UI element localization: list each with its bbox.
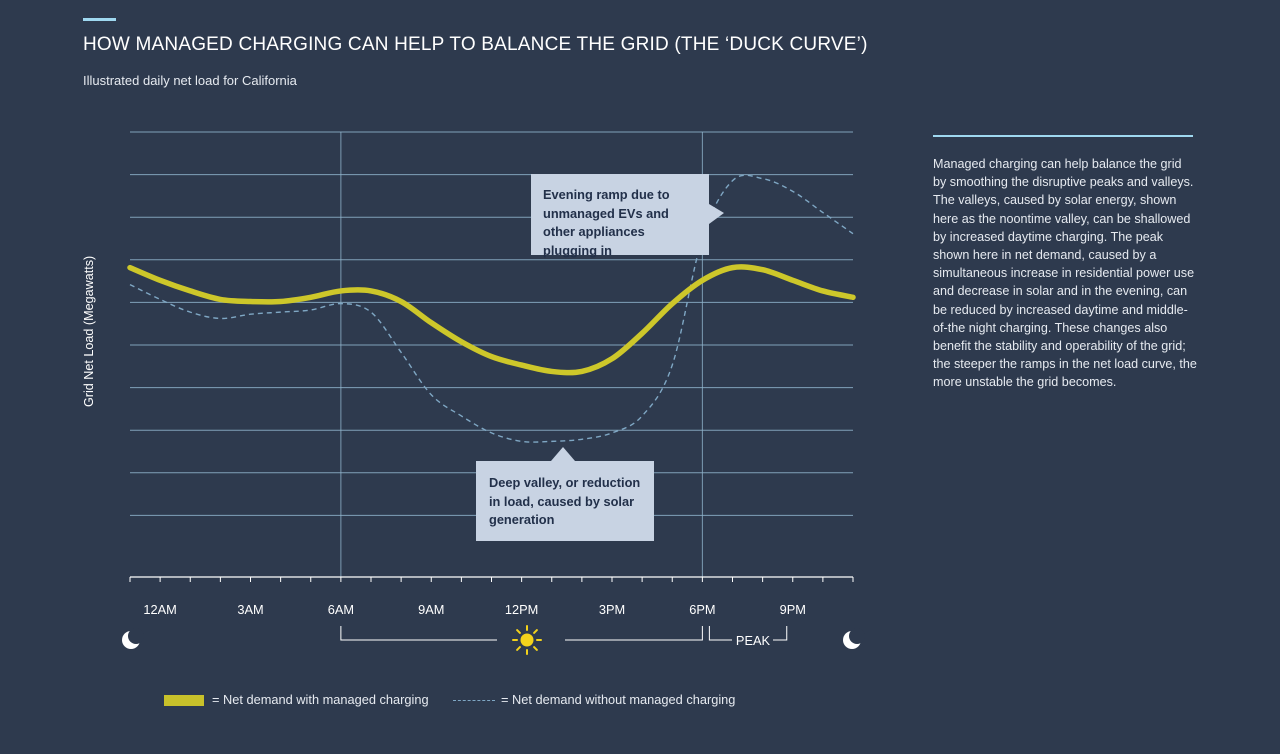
sun-icon-ray <box>533 629 538 634</box>
chart-title: HOW MANAGED CHARGING CAN HELP TO BALANCE… <box>83 34 868 55</box>
legend-managed-swatch <box>164 695 204 707</box>
x-tick-label: 3AM <box>237 602 263 617</box>
moon-icon-left-shadow <box>128 628 144 644</box>
x-tick-label: 9AM <box>418 602 444 617</box>
sun-icon <box>520 633 534 647</box>
sun-icon-ray <box>516 629 521 634</box>
legend-unmanaged-swatch <box>453 700 495 702</box>
series-line-unmanaged <box>129 174 854 443</box>
callout-valley-pointer <box>551 447 575 461</box>
legend-unmanaged-label: = Net demand without managed charging <box>501 692 736 707</box>
series-line-managed <box>127 264 856 376</box>
sun-icon-ray <box>533 646 538 651</box>
legend-managed-label: = Net demand with managed charging <box>212 692 429 707</box>
peak-bracket-right <box>773 626 788 641</box>
peak-bracket-left <box>708 626 732 641</box>
moon-icon-right-shadow <box>849 628 865 644</box>
x-tick-label: 6AM <box>328 602 354 617</box>
daytime-bracket-left <box>340 626 497 641</box>
x-tick-label: 3PM <box>599 602 625 617</box>
x-tick-label: 9PM <box>780 602 806 617</box>
sidebar-rule <box>933 135 1193 137</box>
callout-evening-pointer <box>709 204 724 224</box>
chart-subtitle: Illustrated daily net load for Californi… <box>83 73 297 88</box>
callout-evening-ramp: Evening ramp due to unmanaged EVs and ot… <box>531 174 709 258</box>
callout-deep-valley: Deep valley, or reduction in load, cause… <box>476 461 654 541</box>
legend-managed: = Net demand with managed charging <box>164 692 429 707</box>
title-accent-bar <box>83 18 116 21</box>
x-tick-label: 12PM <box>505 602 538 617</box>
sun-icon-ray <box>516 646 521 651</box>
daytime-bracket-right <box>565 626 703 641</box>
peak-label: PEAK <box>736 633 771 648</box>
x-tick-label: 12AM <box>143 602 176 617</box>
legend-unmanaged: = Net demand without managed charging <box>453 692 735 707</box>
sidebar-description: Managed charging can help balance the gr… <box>933 157 1197 390</box>
x-tick-label: 6PM <box>689 602 715 617</box>
